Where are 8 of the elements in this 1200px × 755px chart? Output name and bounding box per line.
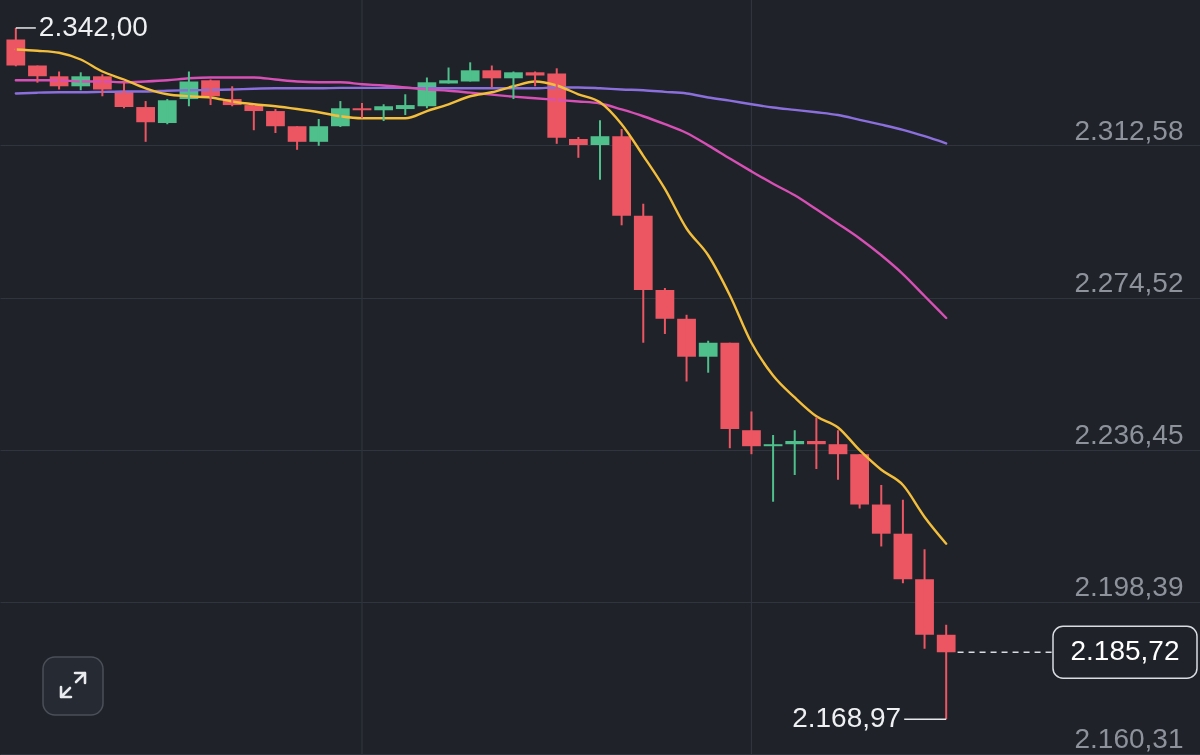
y-tick-label: 2.274,52 xyxy=(1074,267,1184,299)
y-tick-label: 2.312,58 xyxy=(1074,114,1184,146)
ref-line-label: 2.185,72 xyxy=(1070,635,1180,667)
y-tick-label: 2.236,45 xyxy=(1074,419,1184,451)
annotation: 2.342,00 xyxy=(38,10,148,42)
y-tick-label: 2.198,39 xyxy=(1074,571,1184,603)
y-tick-label: 2.160,31 xyxy=(1074,723,1184,755)
annotation: 2.168,97 xyxy=(792,702,902,734)
